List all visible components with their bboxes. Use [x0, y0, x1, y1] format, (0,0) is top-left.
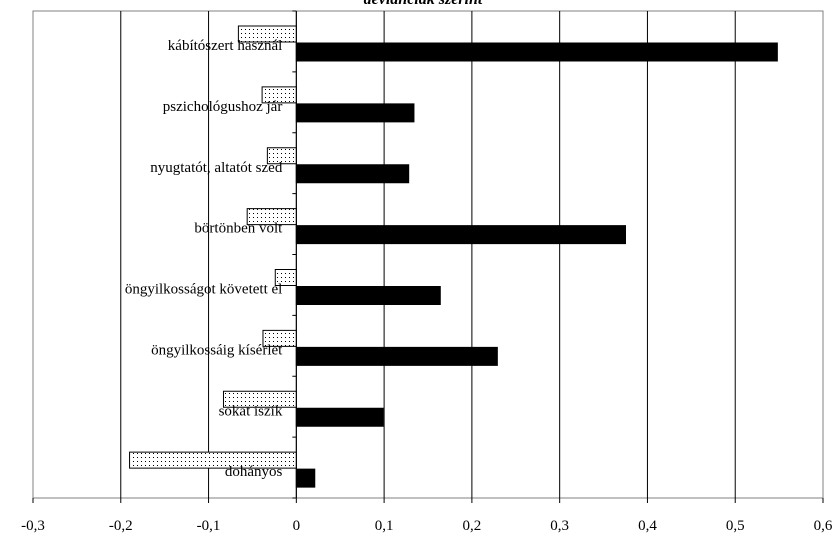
x-tick-label: 0,1 [375, 518, 394, 534]
bar-solid-series [295, 103, 415, 123]
category-label: sokat iszik [219, 403, 283, 419]
zero-axis [292, 10, 297, 499]
bar-solid-series [295, 468, 316, 488]
x-tick-label: 0,4 [638, 518, 657, 534]
x-tick-label: -0,2 [109, 518, 133, 534]
category-label: kábítószert használ [168, 38, 283, 54]
category-labels: kábítószert használ pszichológushoz jár ny… [125, 38, 283, 480]
bar-solid-series [295, 225, 626, 245]
x-tick-label: 0,6 [814, 518, 833, 534]
gridlines [120, 11, 736, 498]
bar-solid-series [295, 286, 441, 305]
bars-group [129, 25, 778, 488]
plot-area [32, 10, 824, 499]
bar-solid-series [295, 164, 410, 184]
x-axis: -0,3 -0,2 -0,1 0 0,1 0,2 0,3 0,4 0,5 0,6 [21, 498, 833, 534]
bar-solid-series [295, 346, 498, 366]
category-label: dohányos [225, 464, 283, 480]
category-label: pszichológushoz jár [163, 99, 283, 115]
category-label: öngyilkosságot követett el [125, 282, 282, 298]
bar-solid-series [295, 42, 778, 62]
x-tick-label: 0,2 [463, 518, 482, 534]
category-label: nyugtatót, altatót szed [150, 160, 283, 176]
x-tick-label: -0,1 [197, 518, 221, 534]
bar-solid-series [295, 407, 384, 427]
x-tick-label: 0,3 [550, 518, 569, 534]
x-tick-label: -0,3 [21, 518, 45, 534]
chart-title: deviánciák szerint [364, 0, 483, 8]
category-label: börtönben volt [194, 221, 283, 237]
category-label: öngyilkossáig kísérlet [151, 342, 283, 358]
x-tick-label: 0 [293, 518, 301, 534]
x-tick-label: 0,5 [726, 518, 745, 534]
